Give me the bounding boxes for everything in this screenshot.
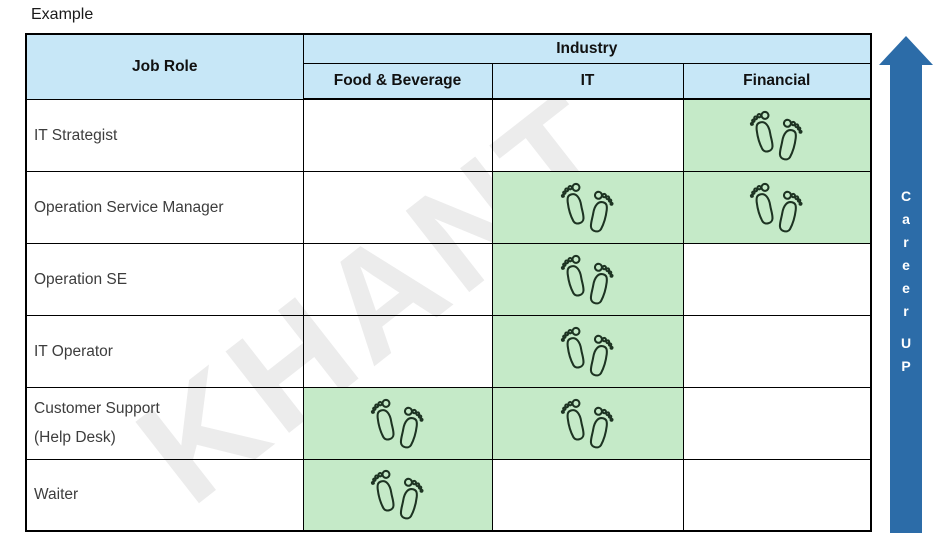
footprints-icon — [739, 175, 815, 235]
job-role-cell: IT Strategist — [25, 98, 304, 172]
footprints-cell — [682, 98, 872, 172]
table-row: Waiter — [25, 458, 872, 532]
job-role-cell: Waiter — [25, 458, 304, 532]
career-table: Job Role Industry Food & Beverage IT Fin… — [25, 33, 873, 532]
career-up-letter: r — [903, 233, 909, 250]
table-row: Customer Support (Help Desk) — [25, 386, 872, 460]
table-row: Operation Service Manager — [25, 170, 872, 244]
empty-cell — [682, 314, 872, 388]
job-role-label: Operation Service Manager — [34, 198, 224, 216]
example-label: Example — [31, 6, 94, 23]
job-role-label: (Help Desk) — [34, 429, 116, 446]
up-arrow-icon — [879, 36, 933, 533]
footprints-icon — [550, 247, 626, 307]
header-row-industry: Job Role Industry — [25, 33, 872, 100]
empty-cell — [682, 458, 872, 532]
job-role-cell: Operation Service Manager — [25, 170, 304, 244]
footprints-cell — [682, 170, 872, 244]
footprints-icon — [550, 175, 626, 235]
job-role-label: Customer Support — [34, 400, 160, 417]
footprints-icon — [360, 462, 436, 522]
table-row: IT Operator — [25, 314, 872, 388]
empty-cell — [302, 98, 493, 172]
industry-header: Industry — [302, 33, 872, 64]
footprints-cell — [302, 458, 493, 532]
table-row: IT Strategist — [25, 98, 872, 172]
industry-col-financial: Financial — [682, 62, 872, 100]
career-up-letter: e — [902, 256, 910, 273]
empty-cell — [682, 242, 872, 316]
footprints-cell — [491, 170, 684, 244]
table-row: Operation SE — [25, 242, 872, 316]
career-up-letter: U — [900, 334, 912, 351]
job-role-label: Operation SE — [34, 270, 128, 288]
empty-cell — [302, 242, 493, 316]
table-body: IT Strategist Operation Service Manager Op… — [25, 98, 872, 532]
job-role-label: IT Strategist — [34, 126, 118, 144]
footprints-icon — [550, 391, 626, 451]
footprints-cell — [302, 386, 493, 460]
footprints-icon — [360, 391, 436, 451]
industry-col-food-beverage: Food & Beverage — [302, 62, 493, 100]
empty-cell — [302, 314, 493, 388]
job-role-cell: Customer Support (Help Desk) — [25, 386, 304, 460]
career-up-letter: e — [902, 279, 910, 296]
job-role-label: Waiter — [34, 486, 79, 504]
career-up-letter: P — [901, 357, 911, 374]
job-role-cell: IT Operator — [25, 314, 304, 388]
job-role-cell: Operation SE — [25, 242, 304, 316]
career-matrix: Job Role Industry Food & Beverage IT Fin… — [25, 33, 873, 532]
empty-cell — [682, 386, 872, 460]
industry-col-it: IT — [491, 62, 684, 100]
career-up-letter: a — [902, 210, 910, 227]
career-up-letter: r — [903, 302, 909, 319]
footprints-cell — [491, 314, 684, 388]
empty-cell — [302, 170, 493, 244]
footprints-icon — [739, 103, 815, 163]
empty-cell — [491, 98, 684, 172]
footprints-icon — [550, 319, 626, 379]
career-up-letter: C — [900, 187, 912, 204]
header-row-subindustries: Food & Beverage IT Financial — [26, 62, 872, 100]
job-role-label: IT Operator — [34, 342, 113, 360]
empty-cell — [491, 458, 684, 532]
job-role-header: Job Role — [25, 33, 304, 100]
footprints-cell — [491, 386, 684, 460]
footprints-cell — [491, 242, 684, 316]
